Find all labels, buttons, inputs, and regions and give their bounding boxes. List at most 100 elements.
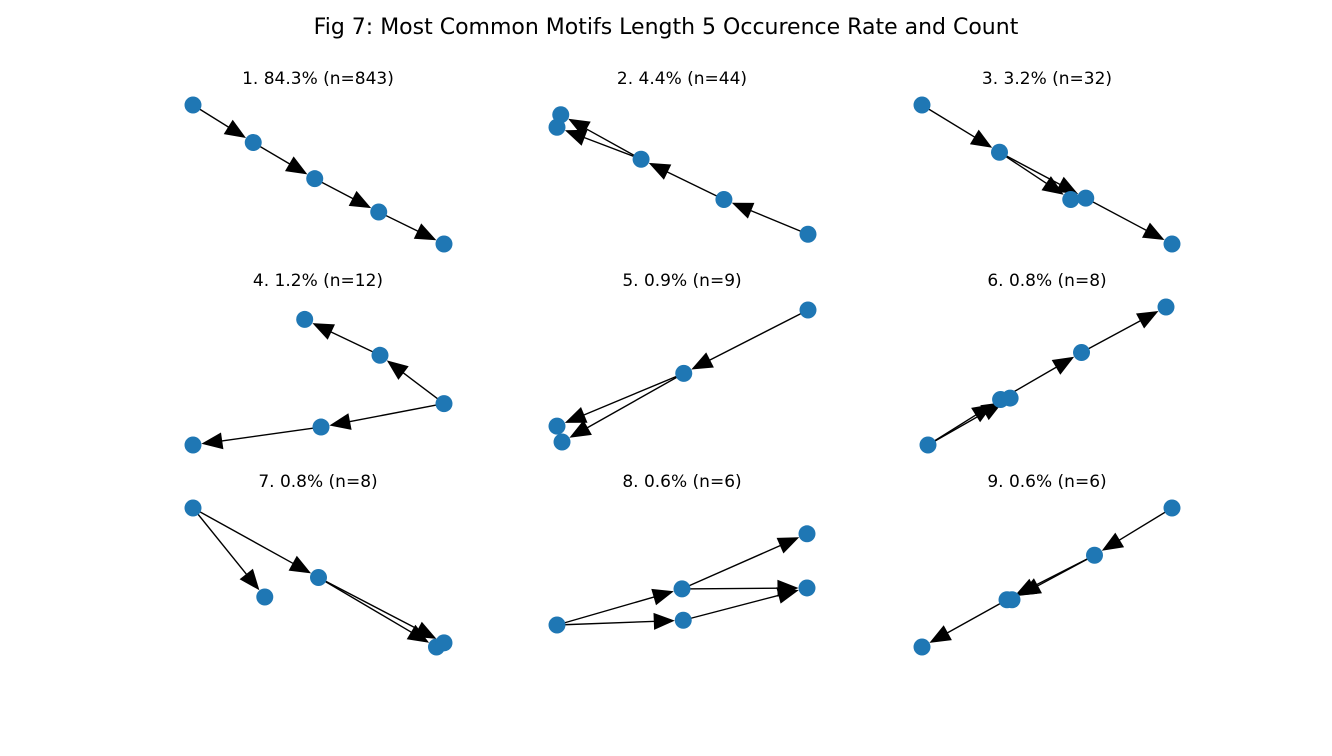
arrowhead [239, 568, 260, 591]
edge-line [556, 595, 656, 626]
arrowhead [1019, 578, 1042, 596]
edge-5-1 [564, 372, 685, 423]
motif-panel-9: 9. 0.6% (n=6) [913, 472, 1181, 656]
node-4-1 [371, 346, 389, 364]
edge-9-3 [929, 599, 1008, 643]
edge-line [582, 372, 685, 417]
node-8-4 [798, 579, 816, 597]
motif-panel-5: 5. 0.9% (n=9) [548, 271, 817, 451]
edge-line [945, 599, 1008, 635]
node-1-3 [370, 203, 388, 221]
arrowhead [776, 537, 800, 554]
motif-panel-4: 4. 1.2% (n=12) [184, 271, 453, 454]
node-5-1 [675, 364, 693, 382]
edge-1-2 [314, 178, 372, 209]
edge-line [318, 576, 420, 631]
arrowhead [413, 223, 437, 241]
arrowhead [348, 190, 372, 209]
node-9-0 [1163, 499, 1181, 517]
arrowhead [386, 360, 409, 380]
edge-line [999, 151, 1062, 186]
arrowhead [413, 621, 437, 639]
node-8-2 [674, 611, 692, 629]
edge-line [220, 426, 322, 442]
panel-title-1: 1. 84.3% (n=843) [242, 69, 394, 89]
arrowhead [312, 323, 335, 340]
edge-line [681, 587, 780, 590]
edge-3-2 [999, 151, 1079, 195]
arrowhead [648, 162, 672, 180]
panel-title-3: 3. 3.2% (n=32) [982, 69, 1112, 89]
node-1-4 [435, 235, 453, 253]
node-1-1 [244, 134, 262, 152]
node-2-2 [632, 150, 650, 168]
edge-4-0 [386, 360, 445, 405]
edge-4-3 [201, 426, 322, 450]
arrowhead [653, 612, 675, 630]
edge-line [665, 170, 725, 201]
node-3-4 [1163, 235, 1181, 253]
node-3-3 [1077, 189, 1095, 207]
edge-line [749, 209, 809, 235]
node-5-0 [799, 301, 817, 319]
node-3-2 [1062, 191, 1080, 209]
panel-title-5: 5. 0.9% (n=9) [622, 271, 741, 291]
arrowhead [288, 555, 312, 574]
edge-line [1117, 507, 1173, 542]
node-9-1 [1086, 546, 1103, 564]
edge-line [1085, 197, 1149, 232]
edge-line [582, 136, 642, 160]
edge-2-0 [731, 202, 809, 235]
panel-title-9: 9. 0.6% (n=6) [987, 472, 1106, 492]
edge-line [329, 330, 381, 356]
arrowhead [776, 587, 799, 604]
node-5-3 [553, 433, 571, 451]
node-4-4 [184, 436, 202, 454]
edge-line [681, 544, 783, 590]
edge-3-1 [999, 151, 1064, 195]
motif-panel-8: 8. 0.6% (n=6) [548, 472, 816, 634]
edge-6-3 [1081, 311, 1159, 354]
edge-line [584, 127, 642, 160]
node-8-0 [548, 616, 566, 634]
edge-line [192, 507, 249, 576]
edge-1-1 [252, 141, 308, 175]
node-4-0 [435, 395, 453, 413]
edge-5-2 [569, 372, 685, 438]
edge-line [1035, 554, 1095, 588]
arrowhead [1101, 532, 1125, 551]
panel-title-4: 4. 1.2% (n=12) [253, 271, 383, 291]
motif-panel-1: 1. 84.3% (n=843) [184, 69, 453, 253]
figure-title: Fig 7: Most Common Motifs Length 5 Occur… [314, 15, 1019, 40]
arrowhead [568, 118, 591, 137]
edge-1-3 [378, 211, 437, 241]
node-7-0 [184, 499, 202, 517]
panel-title-6: 6. 0.8% (n=8) [987, 271, 1106, 291]
edge-8-0 [556, 588, 674, 626]
node-7-1 [256, 588, 274, 606]
edge-7-3 [318, 576, 437, 639]
node-2-4 [548, 118, 566, 136]
node-9-4 [913, 638, 931, 656]
node-6-4 [1157, 298, 1175, 316]
edge-6-1 [927, 402, 1003, 446]
edge-line [192, 507, 295, 565]
edge-9-2 [1019, 554, 1095, 596]
edge-3-0 [921, 104, 993, 148]
edge-line [927, 411, 987, 446]
edge-line [707, 309, 809, 362]
edge-line [999, 151, 1049, 185]
edge-2-3 [564, 129, 642, 160]
edge-line [1081, 319, 1143, 354]
edge-8-4 [683, 587, 799, 621]
node-3-0 [913, 96, 931, 114]
node-6-2 [1001, 389, 1019, 407]
node-3-1 [991, 143, 1008, 161]
edge-2-2 [568, 118, 642, 160]
arrowhead [564, 129, 588, 146]
motif-panel-3: 3. 3.2% (n=32) [913, 69, 1181, 253]
arrowhead [1055, 176, 1079, 195]
panel-title-8: 8. 0.6% (n=6) [622, 472, 741, 492]
node-6-0 [919, 436, 937, 454]
